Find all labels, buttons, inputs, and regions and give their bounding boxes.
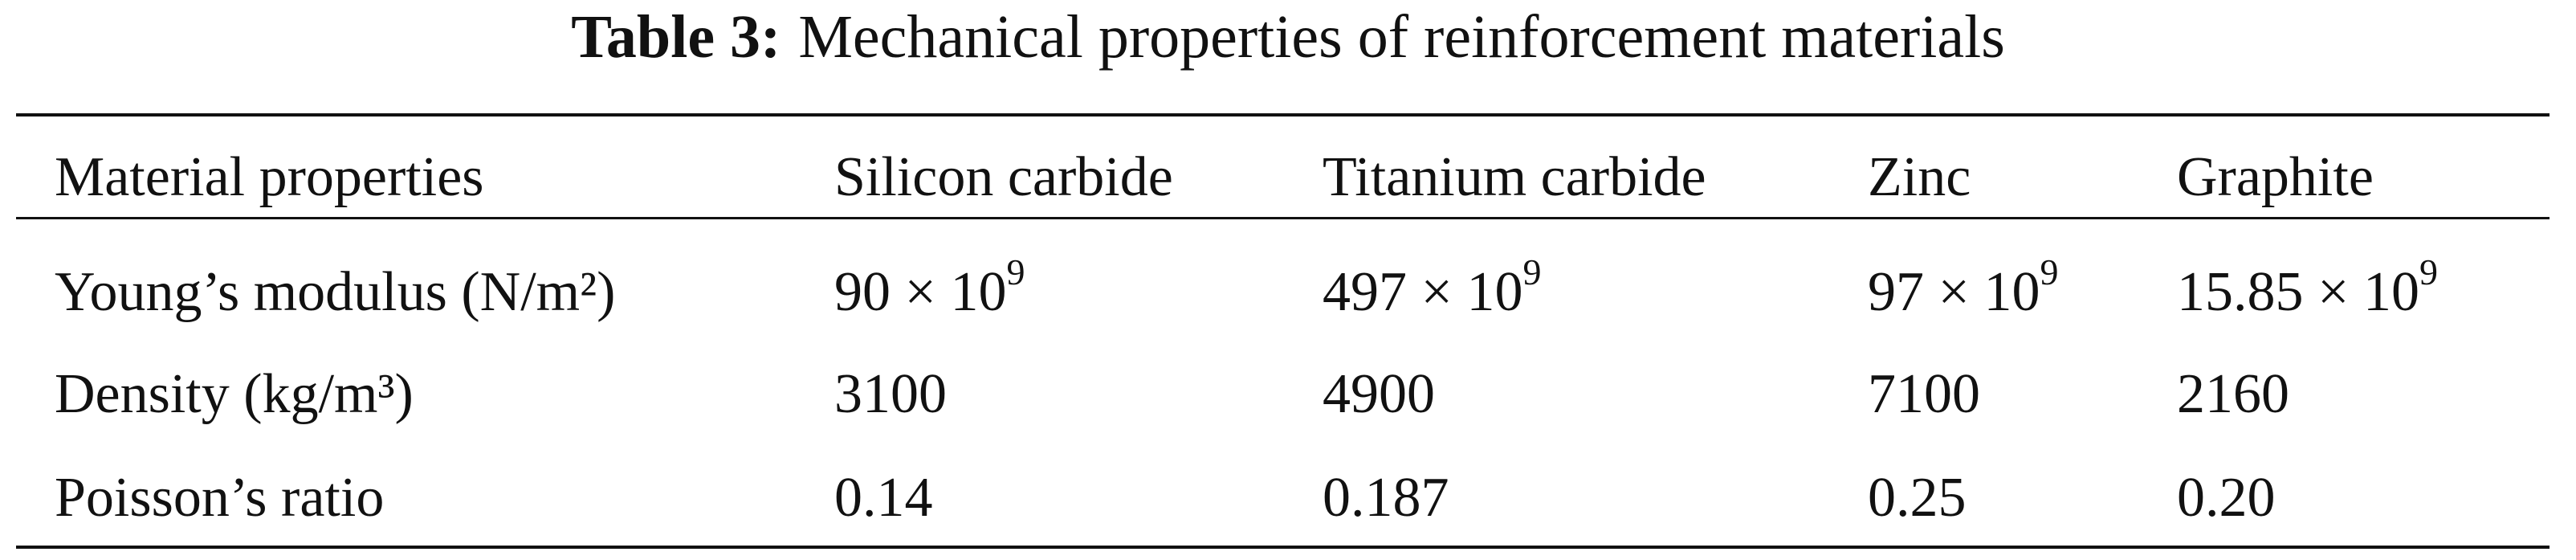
table-cell: 3100 (834, 363, 947, 425)
caption-text: Mechanical properties of reinforcement m… (798, 3, 2005, 71)
exponent: 9 (1006, 251, 1025, 292)
table-cell: 0.14 (834, 467, 933, 529)
table-caption: Table 3: Mechanical properties of reinfor… (0, 0, 2576, 74)
header-cell: Silicon carbide (834, 146, 1173, 208)
row-label: Density (kg/m³) (55, 363, 414, 425)
caption-label: Table 3: (571, 3, 781, 71)
table-cell: 4900 (1323, 363, 1435, 425)
header-cell: Material properties (55, 146, 484, 208)
exponent: 9 (1522, 251, 1542, 292)
row-label: Poisson’s ratio (55, 467, 385, 529)
table-cell: 0.25 (1868, 467, 1967, 529)
header-cell: Graphite (2177, 146, 2374, 208)
cell-text: 97 × 10 (1868, 261, 2040, 323)
header-rule (16, 217, 2550, 219)
table-cell: 0.20 (2177, 467, 2276, 529)
cell-text: 15.85 × 10 (2177, 261, 2419, 323)
table-cell: 97 × 109 (1868, 253, 2058, 329)
top-rule (16, 113, 2550, 116)
header-cell: Zinc (1868, 146, 1971, 208)
cell-text: 90 × 10 (834, 261, 1007, 323)
table-cell: 90 × 109 (834, 253, 1025, 329)
cell-text: 497 × 10 (1323, 261, 1523, 323)
header-cell: Titanium carbide (1323, 146, 1706, 208)
table-cell: 0.187 (1323, 467, 1449, 529)
table-cell: 7100 (1868, 363, 1980, 425)
table-cell: 15.85 × 109 (2177, 253, 2438, 329)
exponent: 9 (2419, 251, 2438, 292)
table-cell: 2160 (2177, 363, 2289, 425)
row-label: Young’s modulus (N/m²) (55, 261, 616, 323)
exponent: 9 (2040, 251, 2059, 292)
bottom-rule (16, 546, 2550, 549)
table-cell: 497 × 109 (1323, 253, 1541, 329)
